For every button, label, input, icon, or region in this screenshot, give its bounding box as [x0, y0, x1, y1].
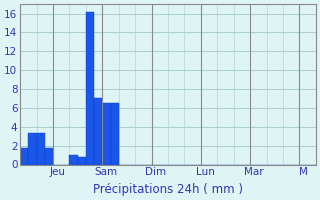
- Bar: [86, 12, 94, 164]
- Bar: [20, 148, 28, 164]
- Bar: [110, 103, 119, 164]
- Bar: [36, 133, 45, 164]
- Bar: [102, 103, 110, 164]
- Bar: [94, 98, 102, 164]
- Bar: [69, 155, 78, 164]
- X-axis label: Précipitations 24h ( mm ): Précipitations 24h ( mm ): [93, 183, 243, 196]
- Bar: [45, 148, 53, 164]
- Bar: [78, 157, 86, 164]
- Bar: [28, 133, 36, 164]
